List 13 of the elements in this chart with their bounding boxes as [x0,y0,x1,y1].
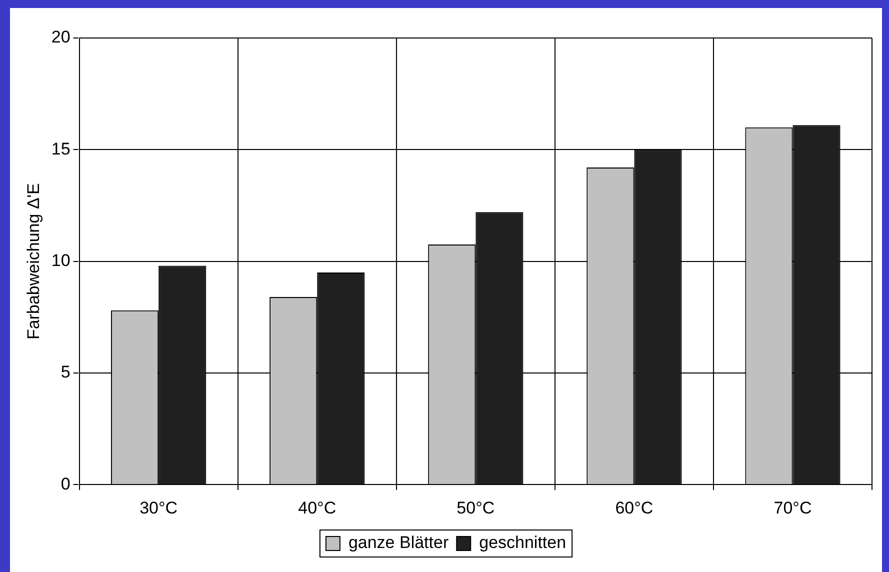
legend-label: ganze Blätter [348,533,449,552]
y-tick-label: 10 [51,250,70,270]
y-tick-label: 20 [51,28,70,47]
legend-label: geschnitten [479,533,566,552]
y-axis-title: Farbabweichung Δ'E [24,183,43,340]
x-tick-label: 30°C [140,498,178,518]
y-tick-label: 5 [60,362,70,382]
y-tick-label: 15 [51,139,70,158]
x-tick-label: 40°C [298,498,336,518]
x-tick-label: 60°C [615,498,654,518]
x-tick-label: 50°C [456,498,495,518]
y-tick-label: 0 [60,474,70,494]
x-tick-label: 70°C [774,498,812,518]
